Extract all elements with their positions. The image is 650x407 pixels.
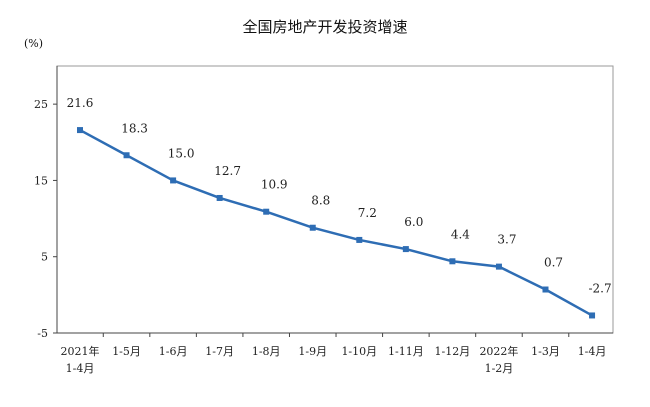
x-tick-label: 1-10月 <box>341 345 377 358</box>
data-point <box>589 312 596 319</box>
data-label: 3.7 <box>497 233 516 247</box>
y-tick-label: -5 <box>37 327 48 340</box>
data-label: 10.9 <box>261 178 288 192</box>
x-tick-label: 1-11月 <box>388 345 424 358</box>
x-tick-label: 1-5月 <box>112 345 141 358</box>
series-line <box>79 128 593 317</box>
x-tick-label: 1-12月 <box>435 345 471 358</box>
x-tick-label: 2022年 <box>479 344 518 358</box>
data-label: 18.3 <box>121 121 148 135</box>
data-label: 21.6 <box>67 96 94 110</box>
data-label: 7.2 <box>358 206 377 220</box>
y-unit-label: (%) <box>24 37 44 50</box>
data-label: 8.8 <box>311 194 330 208</box>
data-label: 6.0 <box>404 215 423 229</box>
data-label: 15.0 <box>168 146 195 160</box>
data-point <box>216 194 223 201</box>
data-point <box>495 263 502 270</box>
x-tick-label: 1-6月 <box>159 345 188 358</box>
x-tick-label: 1-7月 <box>205 345 234 358</box>
data-point <box>449 258 456 265</box>
data-point <box>356 236 363 243</box>
y-tick-label: 15 <box>34 174 48 187</box>
data-point <box>77 127 83 134</box>
x-tick-label: 1-4月 <box>66 362 95 375</box>
data-point <box>123 152 130 159</box>
data-label: 0.7 <box>544 256 563 270</box>
x-tick-label: 2021年 <box>61 344 100 358</box>
x-tick-label: 1-4月 <box>578 345 607 358</box>
data-point <box>309 224 316 231</box>
data-point <box>170 177 177 184</box>
data-point <box>542 286 549 293</box>
data-label: 12.7 <box>214 164 241 178</box>
data-point <box>402 246 409 253</box>
x-tick-label: 1-8月 <box>252 345 281 358</box>
data-label: 4.4 <box>451 227 470 241</box>
y-tick-label: 25 <box>34 98 48 111</box>
x-tick-label: 1-3月 <box>531 345 560 358</box>
y-tick-label: 5 <box>41 251 48 264</box>
data-label: -2.7 <box>588 281 611 295</box>
data-point <box>263 208 270 215</box>
chart-title: 全国房地产开发投资增速 <box>242 18 408 36</box>
x-tick-label: 1-9月 <box>298 345 327 358</box>
x-tick-label: 1-2月 <box>485 362 514 375</box>
plot-frame <box>56 65 614 334</box>
